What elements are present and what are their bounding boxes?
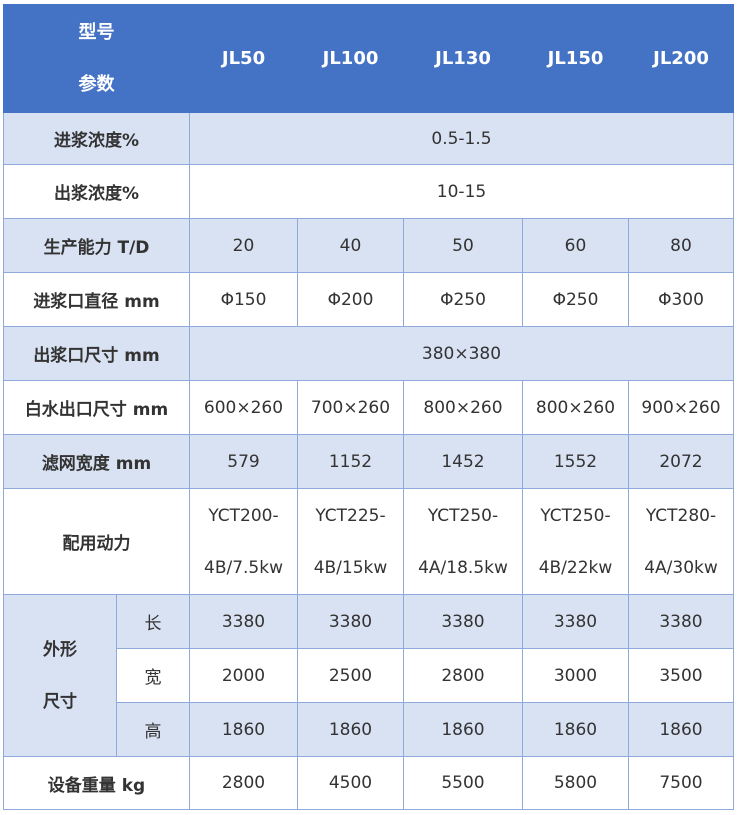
cell: YCT225- 4B/15kw xyxy=(297,488,404,595)
table-row: 白水出口尺寸 mm 600×260 700×260 800×260 800×26… xyxy=(3,380,734,435)
cell: 4500 xyxy=(297,756,404,810)
cell: Φ150 xyxy=(189,272,298,327)
table-row: 宽 2000 2500 2800 3000 3500 xyxy=(4,648,734,703)
row-label: 进浆浓度% xyxy=(3,112,190,165)
cell: 800×260 xyxy=(522,380,629,435)
table-row: 出浆浓度% 10-15 xyxy=(3,164,734,219)
row-label: 外形 尺寸 xyxy=(3,594,117,757)
cell: 5800 xyxy=(522,756,629,810)
cell: 3500 xyxy=(628,648,734,703)
cell: 0.5-1.5 xyxy=(189,112,734,165)
row-label: 生产能力 T/D xyxy=(3,218,190,273)
table-row: 进浆浓度% 0.5-1.5 xyxy=(3,112,734,165)
cell: 1860 xyxy=(403,702,523,757)
cell: 900×260 xyxy=(628,380,734,435)
dim-label-top: 外形 xyxy=(43,639,77,660)
motor-model: YCT250- xyxy=(540,505,611,526)
row-label: 出浆口尺寸 mm xyxy=(3,326,190,381)
cell: Φ250 xyxy=(522,272,629,327)
corner-cell: 型号 参数 xyxy=(3,4,190,113)
cell: 80 xyxy=(628,218,734,273)
cell: 1860 xyxy=(628,702,734,757)
row-label: 配用动力 xyxy=(3,488,190,595)
cell: YCT280- 4A/30kw xyxy=(628,488,734,595)
header-row: 型号参数 JL50 JL100 JL130 JL150 JL200 xyxy=(3,4,734,113)
model-header: JL100 xyxy=(297,4,404,113)
table-row: 滤网宽度 mm 579 1152 1452 1552 2072 xyxy=(3,434,734,489)
model-header: JL200 xyxy=(628,4,734,113)
motor-model: YCT250- xyxy=(427,505,499,526)
cell: 600×260 xyxy=(189,380,298,435)
motor-model: YCT225- xyxy=(315,505,386,526)
motor-spec: 4A/18.5kw xyxy=(418,557,508,578)
cell: YCT250- 4B/22kw xyxy=(522,488,629,595)
motor-model: YCT280- xyxy=(645,505,717,526)
cell: 1860 xyxy=(189,702,298,757)
cell: 1452 xyxy=(403,434,523,489)
model-header: JL150 xyxy=(522,4,629,113)
cell: 3380 xyxy=(628,594,734,649)
cell: 3380 xyxy=(403,594,523,649)
sub-label: 长 xyxy=(116,594,190,649)
sub-label: 宽 xyxy=(116,648,190,703)
table-row: 进浆口直径 mm Φ150 Φ200 Φ250 Φ250 Φ300 xyxy=(3,272,734,327)
spec-table: 型号参数 JL50 JL100 JL130 JL150 JL200 进浆浓度% … xyxy=(3,4,734,810)
cell: 2500 xyxy=(297,648,404,703)
cell: 10-15 xyxy=(189,164,734,219)
table-row: 外形尺寸 长 3380 3380 3380 3380 3380 xyxy=(3,594,734,757)
cell: 1860 xyxy=(522,702,629,757)
cell: 3380 xyxy=(522,594,629,649)
row-label: 出浆浓度% xyxy=(3,164,190,219)
table-row: 高 1860 1860 1860 1860 1860 xyxy=(4,702,734,757)
table-row: 出浆口尺寸 mm 380×380 xyxy=(3,326,734,381)
row-label: 进浆口直径 mm xyxy=(3,272,190,327)
row-label: 白水出口尺寸 mm xyxy=(3,380,190,435)
cell: 1860 xyxy=(297,702,404,757)
cell: YCT250- 4A/18.5kw xyxy=(403,488,523,595)
table-row: 配用动力 YCT200- 4B/7.5kw YCT225- 4B/15kw YCT2… xyxy=(3,488,734,595)
model-header: JL50 xyxy=(189,4,298,113)
motor-spec: 4A/30kw xyxy=(644,557,718,578)
cell: 1552 xyxy=(522,434,629,489)
cell: 40 xyxy=(297,218,404,273)
cell: 579 xyxy=(189,434,298,489)
motor-spec: 4B/22kw xyxy=(538,557,613,578)
model-label: 型号 xyxy=(78,21,115,43)
cell: 3000 xyxy=(522,648,629,703)
row-label: 滤网宽度 mm xyxy=(3,434,190,489)
cell: Φ200 xyxy=(297,272,404,327)
cell: 1152 xyxy=(297,434,404,489)
cell: 2072 xyxy=(628,434,734,489)
motor-spec: 4B/15kw xyxy=(313,557,388,578)
motor-model: YCT200- xyxy=(208,505,279,526)
row-label: 设备重量 kg xyxy=(3,756,190,810)
cell: 2800 xyxy=(403,648,523,703)
cell: Φ300 xyxy=(628,272,734,327)
cell: 2000 xyxy=(189,648,298,703)
cell: 3380 xyxy=(189,594,298,649)
table-row: 设备重量 kg 2800 4500 5500 5800 7500 xyxy=(3,756,734,810)
cell: 800×260 xyxy=(403,380,523,435)
cell: 2800 xyxy=(189,756,298,810)
model-header: JL130 xyxy=(403,4,523,113)
motor-spec: 4B/7.5kw xyxy=(204,557,283,578)
cell: Φ250 xyxy=(403,272,523,327)
cell: 5500 xyxy=(403,756,523,810)
cell: 380×380 xyxy=(189,326,734,381)
cell: YCT200- 4B/7.5kw xyxy=(189,488,298,595)
sub-label: 高 xyxy=(116,702,190,757)
cell: 60 xyxy=(522,218,629,273)
param-label: 参数 xyxy=(78,73,115,95)
cell: 3380 xyxy=(297,594,404,649)
cell: 20 xyxy=(189,218,298,273)
table-row: 生产能力 T/D 20 40 50 60 80 xyxy=(3,218,734,273)
cell: 50 xyxy=(403,218,523,273)
cell: 700×260 xyxy=(297,380,404,435)
cell: 7500 xyxy=(628,756,734,810)
dim-label-bottom: 尺寸 xyxy=(43,691,77,712)
